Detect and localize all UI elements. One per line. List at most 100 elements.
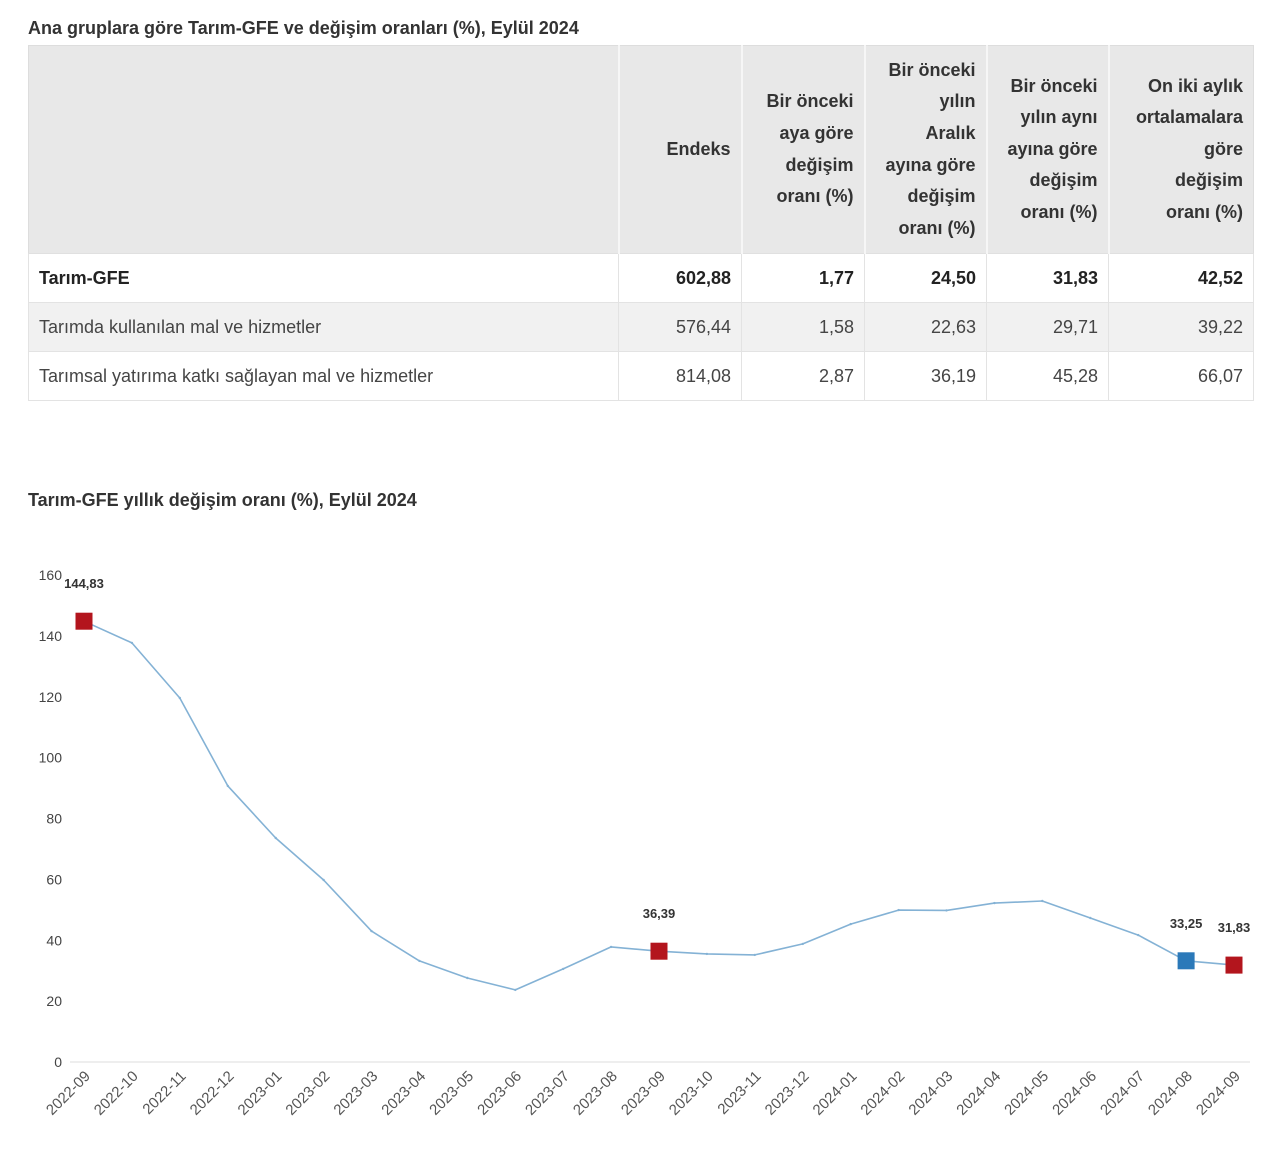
- x-tick-label: 2024-06: [1049, 1068, 1100, 1119]
- x-tick-label: 2023-04: [378, 1068, 429, 1119]
- data-marker: [75, 612, 93, 630]
- cell-endeks: 576,44: [618, 302, 742, 352]
- y-tick-label: 120: [39, 689, 63, 705]
- data-point: [801, 942, 804, 946]
- y-tick-label: 0: [54, 1054, 62, 1070]
- data-point: [1137, 933, 1140, 937]
- table-row: Tarımsal yatırıma katkı sağlayan mal ve …: [28, 351, 1254, 401]
- header-december-change: Bir önceki yılın Aralık ayına göre değiş…: [864, 45, 988, 254]
- x-tick-label: 2024-01: [810, 1068, 861, 1119]
- data-point: [609, 945, 613, 949]
- data-point: [705, 952, 709, 956]
- cell-monthly-change: 2,87: [741, 351, 865, 401]
- cell-annual-change: 45,28: [986, 351, 1109, 401]
- header-text-line: ortalamalara: [1135, 107, 1243, 128]
- y-tick-label: 140: [39, 628, 63, 644]
- y-tick-label: 80: [46, 811, 62, 827]
- y-tick-label: 160: [39, 567, 63, 583]
- table-row: Tarım-GFE 602,88 1,77 24,50 31,83 42,52: [28, 253, 1254, 303]
- header-empty-cell: [28, 45, 620, 254]
- data-point: [178, 696, 181, 700]
- x-tick-label: 2024-09: [1193, 1068, 1244, 1119]
- x-tick-label: 2024-02: [857, 1068, 908, 1119]
- data-point: [993, 901, 996, 905]
- x-tick-label: 2023-02: [282, 1068, 333, 1119]
- header-text-line: oranı (%): [1165, 201, 1243, 222]
- header-text-line: değişim: [907, 186, 976, 207]
- cell-annual-change: 29,71: [986, 302, 1109, 352]
- data-point: [562, 967, 565, 971]
- header-text-line: On iki aylık: [1147, 75, 1243, 96]
- x-tick-label: 2023-09: [618, 1068, 669, 1119]
- header-text-line: aya göre: [779, 122, 854, 143]
- header-text-line: oranı (%): [776, 186, 854, 207]
- cell-december-change: 36,19: [864, 351, 987, 401]
- header-text-line: Bir önceki: [766, 91, 854, 112]
- header-text-line: oranı (%): [898, 217, 976, 238]
- x-tick-label: 2023-03: [330, 1068, 381, 1119]
- x-tick-label: 2023-05: [426, 1068, 477, 1119]
- x-tick-label: 2023-12: [762, 1068, 813, 1119]
- data-label: 33,25: [1170, 916, 1203, 931]
- data-label: 31,83: [1218, 920, 1251, 935]
- data-point: [1041, 899, 1044, 903]
- y-tick-label: 20: [46, 993, 62, 1009]
- x-tick-label: 2022-09: [43, 1068, 94, 1119]
- cell-december-change: 22,63: [864, 302, 987, 352]
- header-text-line: değişim: [785, 154, 854, 175]
- x-tick-label: 2023-08: [570, 1068, 621, 1119]
- cell-endeks: 814,08: [618, 351, 742, 401]
- y-tick-label: 40: [46, 932, 62, 948]
- chart-title: Tarım-GFE yıllık değişim oranı (%), Eylü…: [28, 490, 417, 510]
- header-text-line: Bir önceki: [888, 59, 976, 80]
- data-point: [897, 908, 900, 912]
- cell-endeks: 602,88: [618, 253, 742, 303]
- x-tick-label: 2023-06: [474, 1068, 525, 1119]
- data-point: [370, 929, 373, 933]
- x-tick-label: 2023-11: [714, 1068, 764, 1118]
- data-point: [322, 878, 325, 882]
- header-text-line: yılın: [939, 91, 976, 112]
- data-point: [418, 959, 421, 963]
- table-title: Ana gruplara göre Tarım-GFE ve değişim o…: [28, 18, 579, 38]
- row-label: Tarım-GFE: [28, 253, 619, 303]
- data-label: 144,83: [64, 576, 104, 591]
- row-label: Tarımsal yatırıma katkı sağlayan mal ve …: [28, 351, 619, 401]
- cell-monthly-change: 1,77: [741, 253, 865, 303]
- x-tick-label: 2024-04: [953, 1068, 1004, 1119]
- data-point: [514, 988, 517, 992]
- data-point: [274, 836, 277, 840]
- x-tick-label: 2022-10: [91, 1068, 142, 1119]
- cell-december-change: 24,50: [864, 253, 987, 303]
- header-text-line: göre: [1203, 138, 1243, 159]
- header-text-line: oranı (%): [1020, 201, 1098, 222]
- header-endeks: Endeks: [618, 45, 743, 254]
- y-tick-label: 60: [46, 871, 62, 887]
- x-tick-label: 2024-07: [1097, 1068, 1148, 1119]
- header-text-line: Aralık: [925, 122, 976, 143]
- x-tick-label: 2024-03: [905, 1068, 956, 1119]
- cell-annual-change: 31,83: [986, 253, 1109, 303]
- data-table: Endeks Bir önceki aya göre değişim oranı…: [28, 45, 1254, 401]
- line-chart: 0204060801001201401602022-092022-102022-…: [39, 567, 1251, 1119]
- header-text-line: ayına göre: [885, 154, 976, 175]
- data-marker: [1177, 952, 1195, 970]
- header-monthly-change: Bir önceki aya göre değişim oranı (%): [741, 45, 866, 254]
- series-line: [83, 620, 1235, 991]
- table-row: Tarımda kullanılan mal ve hizmetler 576,…: [28, 302, 1254, 352]
- data-point: [849, 922, 852, 926]
- data-label: 36,39: [643, 906, 676, 921]
- data-point: [130, 641, 134, 645]
- data-point: [1089, 916, 1092, 920]
- data-marker: [1225, 956, 1243, 974]
- header-text-line: Bir önceki: [1010, 75, 1098, 96]
- header-text-line: yılın aynı: [1020, 107, 1098, 128]
- x-tick-label: 2024-05: [1001, 1068, 1052, 1119]
- header-text-line: değişim: [1174, 170, 1243, 191]
- data-point: [753, 953, 756, 957]
- x-tick-label: 2024-08: [1145, 1068, 1196, 1119]
- table-header-row: Endeks Bir önceki aya göre değişim oranı…: [28, 45, 1254, 254]
- y-tick-label: 100: [39, 750, 63, 766]
- data-point: [466, 976, 469, 980]
